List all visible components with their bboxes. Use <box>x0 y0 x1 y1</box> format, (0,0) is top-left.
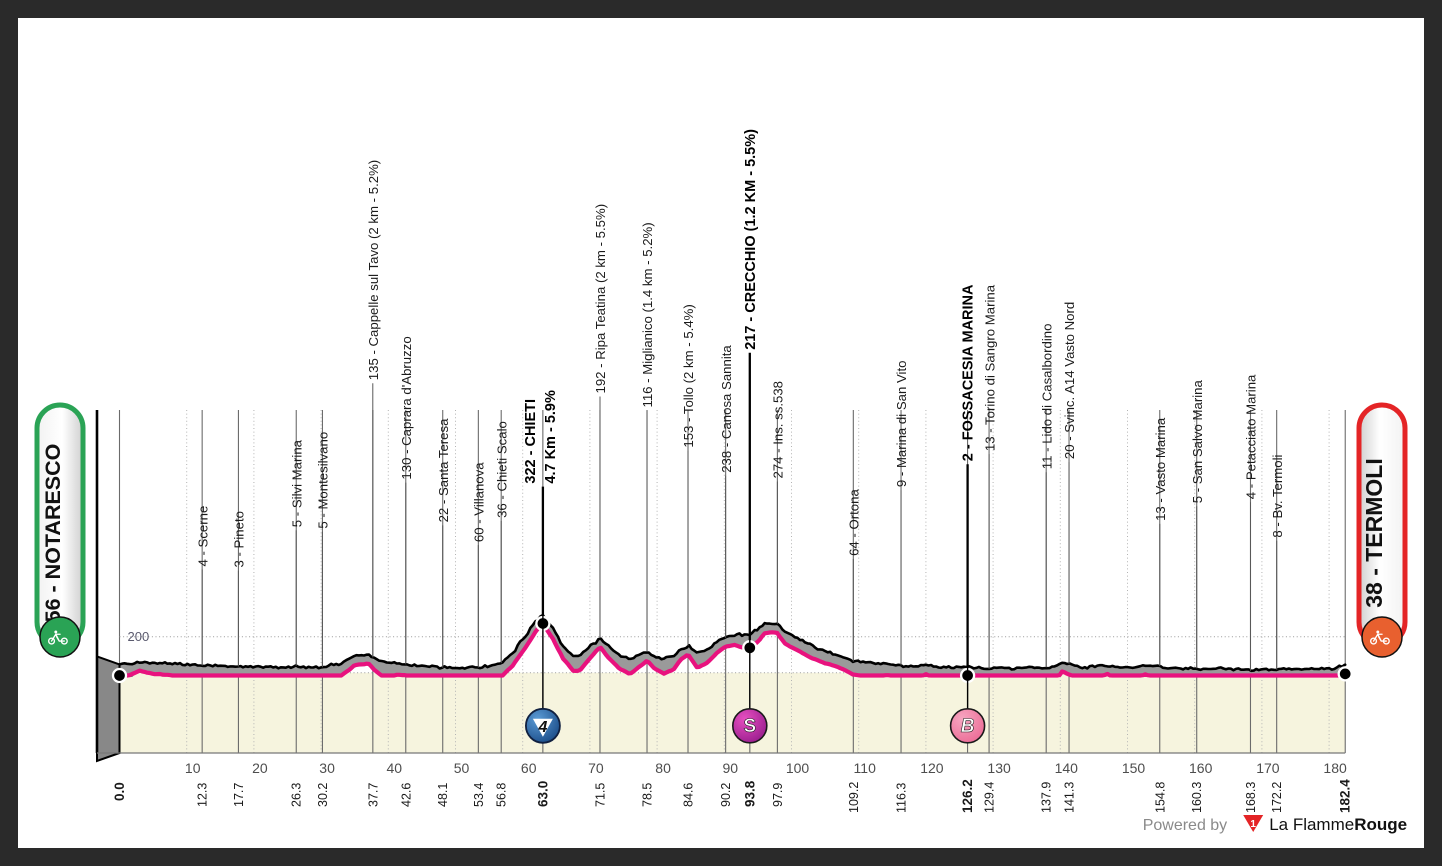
svg-text:90.2: 90.2 <box>719 783 733 807</box>
svg-text:13 - Torino di Sangro Marina: 13 - Torino di Sangro Marina <box>982 284 997 451</box>
svg-text:137.9: 137.9 <box>1040 782 1054 813</box>
svg-text:153 - Tollo (2 km - 5.4%): 153 - Tollo (2 km - 5.4%) <box>681 304 696 447</box>
svg-text:48.1: 48.1 <box>436 783 450 807</box>
svg-text:5 - Montesilvano: 5 - Montesilvano <box>316 432 331 529</box>
svg-text:217 - CRECCHIO (1.2 KM - 5.5%): 217 - CRECCHIO (1.2 KM - 5.5%) <box>743 129 759 350</box>
svg-text:172.2: 172.2 <box>1270 782 1284 813</box>
svg-text:135 - Cappelle sul Tavo (2 km: 135 - Cappelle sul Tavo (2 km - 5.2%) <box>366 160 381 380</box>
svg-text:42.6: 42.6 <box>399 783 413 807</box>
svg-text:100: 100 <box>786 760 810 776</box>
svg-text:80: 80 <box>655 760 671 776</box>
svg-text:13 - Vasto Marina: 13 - Vasto Marina <box>1153 417 1168 521</box>
svg-text:170: 170 <box>1256 760 1280 776</box>
svg-text:93.8: 93.8 <box>742 780 757 807</box>
svg-text:78.5: 78.5 <box>641 783 655 807</box>
svg-text:192 - Ripa Teatina (2 km - 5.5: 192 - Ripa Teatina (2 km - 5.5%) <box>593 204 608 394</box>
svg-text:3 - Pineto: 3 - Pineto <box>232 511 247 567</box>
svg-text:180: 180 <box>1323 760 1347 776</box>
svg-text:154.8: 154.8 <box>1153 782 1167 813</box>
svg-text:120: 120 <box>920 760 944 776</box>
svg-text:4.7 Km - 5.9%: 4.7 Km - 5.9% <box>543 390 559 484</box>
svg-text:11 - Lido di Casalbordino: 11 - Lido di Casalbordino <box>1039 324 1054 470</box>
svg-text:12.3: 12.3 <box>196 783 210 807</box>
svg-text:10: 10 <box>185 760 201 776</box>
svg-text:71.5: 71.5 <box>594 783 608 807</box>
svg-text:97.9: 97.9 <box>771 783 785 807</box>
svg-text:40: 40 <box>387 760 403 776</box>
svg-text:141.3: 141.3 <box>1063 782 1077 813</box>
svg-text:38 - TERMOLI: 38 - TERMOLI <box>1361 458 1387 608</box>
svg-text:130: 130 <box>987 760 1011 776</box>
svg-text:70: 70 <box>588 760 604 776</box>
svg-text:150: 150 <box>1122 760 1146 776</box>
svg-text:5 - San Salvo Marina: 5 - San Salvo Marina <box>1190 379 1205 503</box>
svg-text:8 - Bv. Termoli: 8 - Bv. Termoli <box>1270 454 1285 537</box>
svg-text:37.7: 37.7 <box>366 783 380 807</box>
svg-text:126.2: 126.2 <box>960 779 975 813</box>
svg-text:Powered by: Powered by <box>1143 817 1228 834</box>
svg-text:22 - Santa Teresa: 22 - Santa Teresa <box>436 418 451 523</box>
svg-text:110: 110 <box>854 760 877 776</box>
svg-text:26.3: 26.3 <box>290 783 304 807</box>
svg-text:30.2: 30.2 <box>316 783 330 807</box>
svg-text:9 - Marina di San Vito: 9 - Marina di San Vito <box>894 361 909 488</box>
svg-text:4 - Scerne: 4 - Scerne <box>195 506 210 567</box>
svg-text:60: 60 <box>521 760 537 776</box>
svg-text:5 - Silvi Marina: 5 - Silvi Marina <box>289 439 304 527</box>
svg-text:200: 200 <box>128 629 150 644</box>
svg-text:63.0: 63.0 <box>535 781 550 807</box>
svg-text:274 - Ins. ss.538: 274 - Ins. ss.538 <box>771 381 786 479</box>
svg-text:36 - Chieti Scalo: 36 - Chieti Scalo <box>494 421 509 518</box>
svg-text:116.3: 116.3 <box>895 783 909 813</box>
svg-text:17.7: 17.7 <box>232 783 246 807</box>
svg-text:20 - Svinc. A14 Vasto Nord: 20 - Svinc. A14 Vasto Nord <box>1062 302 1077 459</box>
svg-text:130 - Caprara d'Abruzzo: 130 - Caprara d'Abruzzo <box>399 336 414 479</box>
svg-text:168.3: 168.3 <box>1244 782 1258 813</box>
svg-text:30: 30 <box>319 760 335 776</box>
svg-text:322 - CHIETI: 322 - CHIETI <box>523 399 539 484</box>
svg-text:64 - Ortona: 64 - Ortona <box>847 489 862 556</box>
svg-text:53.4: 53.4 <box>472 783 486 807</box>
svg-text:La FlammeRouge: La FlammeRouge <box>1269 815 1407 834</box>
svg-text:160.3: 160.3 <box>1190 782 1204 813</box>
svg-text:116 - Miglianico (1.4 km - 5.2: 116 - Miglianico (1.4 km - 5.2%) <box>640 222 655 407</box>
svg-text:S: S <box>743 716 756 737</box>
svg-text:20: 20 <box>252 760 268 776</box>
svg-text:0.0: 0.0 <box>112 782 127 801</box>
svg-text:140: 140 <box>1055 760 1079 776</box>
svg-text:84.6: 84.6 <box>682 783 696 807</box>
svg-text:1: 1 <box>1250 819 1256 830</box>
svg-text:56 - NOTARESCO: 56 - NOTARESCO <box>41 444 65 623</box>
svg-text:B: B <box>961 716 975 737</box>
svg-text:4 - Petacciato Marina: 4 - Petacciato Marina <box>1244 374 1259 499</box>
svg-text:90: 90 <box>723 760 739 776</box>
svg-text:129.4: 129.4 <box>983 782 997 813</box>
svg-text:109.2: 109.2 <box>847 782 861 813</box>
svg-text:160: 160 <box>1189 760 1213 776</box>
svg-text:4: 4 <box>537 719 547 736</box>
svg-text:56.8: 56.8 <box>495 783 509 807</box>
svg-text:238 - Canosa Sannita: 238 - Canosa Sannita <box>719 345 734 473</box>
svg-text:50: 50 <box>454 760 470 776</box>
svg-text:2 - FOSSACESIA MARINA: 2 - FOSSACESIA MARINA <box>961 284 977 461</box>
svg-text:182.4: 182.4 <box>1338 779 1353 813</box>
svg-text:60 - Villanova: 60 - Villanova <box>472 462 487 542</box>
